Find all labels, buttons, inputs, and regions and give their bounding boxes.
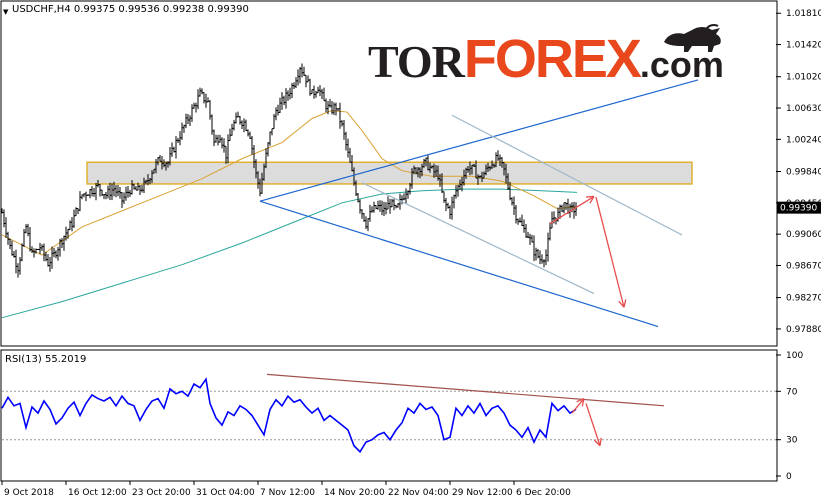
rsi-axis: 100 70 30 0	[2, 351, 803, 482]
logo-text-tor: TOR	[368, 36, 465, 87]
price-tick-label: 0.98670	[786, 261, 821, 271]
current-price-box	[777, 201, 821, 214]
time-tick-label: 23 Oct 20:00	[132, 488, 191, 498]
rsi-resistance-line	[266, 373, 665, 407]
time-axis: 9 Oct 2018 16 Oct 12:00 23 Oct 20:00 31 Oct…	[1, 481, 571, 498]
price-forecast-arrow	[595, 197, 625, 308]
price-forecast-arrow-head	[585, 195, 595, 204]
price-tick-label: 1.01420	[786, 41, 821, 51]
time-tick-label: 16 Oct 12:00	[68, 488, 127, 498]
rsi-panel	[0, 349, 778, 482]
current-price-label: 0.99390	[780, 204, 817, 214]
time-tick-label: 6 Dec 20:00	[516, 488, 571, 498]
price-tick-label: 0.97880	[786, 325, 821, 335]
brand-logo: TORFOREX.com	[368, 28, 724, 90]
price-layer: 0.99390	[1, 63, 821, 328]
rsi-forecast-arrow	[585, 403, 601, 446]
symbol-info: USDCHF,H4 0.99375 0.99536 0.99238 0.9939…	[12, 4, 249, 15]
time-tick-label: 31 Oct 04:00	[196, 488, 255, 498]
price-tick-label: 1.01020	[786, 73, 821, 83]
price-bars	[1, 63, 577, 278]
rsi-tick-label: 100	[786, 351, 803, 361]
collapse-triangle-icon[interactable]: ▼	[3, 8, 9, 16]
time-tick-label: 14 Nov 20:00	[324, 488, 385, 498]
time-tick-label: 29 Nov 12:00	[452, 488, 513, 498]
rsi-line	[1, 377, 577, 454]
price-tick-label: 0.98270	[786, 294, 821, 304]
channel-upper-line	[259, 79, 699, 202]
support-zone	[86, 161, 693, 185]
rsi-forecast-arrow-head	[576, 397, 585, 407]
price-tick-label: 1.01810	[786, 9, 821, 19]
rsi-title: RSI(13) 55.2019	[5, 354, 87, 365]
time-tick-label: 7 Nov 12:00	[260, 488, 315, 498]
logo-text-forex: FOREX	[463, 29, 642, 89]
price-tick-label: 0.99060	[786, 230, 821, 240]
price-tick-label: 0.99840	[786, 167, 821, 177]
channel-lower-line	[259, 200, 659, 328]
price-axis: 1.01810 1.01420 1.01020 1.00630 1.00240 0.998…	[776, 9, 821, 335]
inner-channel-bottom-line	[361, 182, 595, 295]
price-forecast-arrow-head	[618, 299, 627, 308]
bull-logo-icon	[664, 24, 721, 52]
price-forecast-arrow	[549, 195, 595, 225]
price-tick-label: 1.00240	[786, 135, 821, 145]
rsi-tick-label: 0	[786, 472, 792, 482]
time-tick-label: 22 Nov 04:00	[388, 488, 449, 498]
time-tick-label: 9 Oct 2018	[4, 488, 54, 498]
rsi-layer	[1, 373, 665, 454]
rsi-forecast-arrow-head	[593, 437, 602, 447]
slow-moving-average	[1, 188, 578, 319]
rsi-forecast-arrow	[571, 398, 585, 414]
rsi-tick-label: 70	[786, 387, 798, 397]
inner-channel-top-line	[451, 114, 683, 236]
rsi-tick-label: 30	[786, 436, 798, 446]
price-tick-label: 1.00630	[786, 104, 821, 114]
